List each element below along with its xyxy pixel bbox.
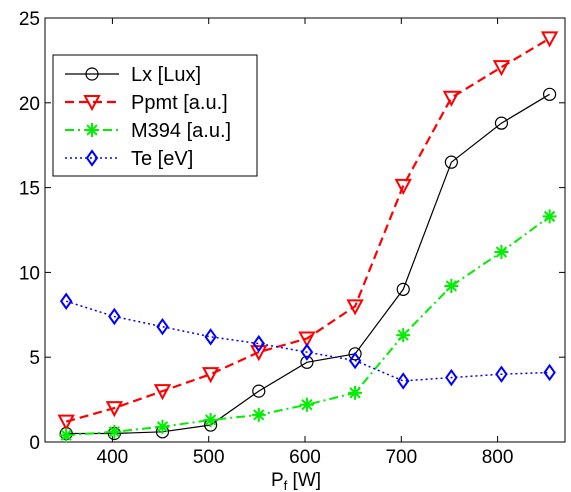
series-2-point-2	[155, 419, 170, 434]
series-2-point-4	[251, 407, 266, 422]
series-0-point-10	[542, 87, 557, 101]
series-3-point-2	[156, 317, 169, 336]
series-0-point-4	[252, 384, 266, 398]
series-2-point-7	[396, 328, 411, 343]
series-2-point-3	[203, 412, 218, 427]
x-tick-label-3: 700	[385, 447, 417, 468]
series-2-point-6	[348, 385, 363, 400]
x-tick-label-4: 800	[482, 447, 514, 468]
y-tick-label-4: 20	[19, 94, 40, 115]
series-1-point-10	[540, 31, 559, 48]
legend-label-1: Ppmt [a.u.]	[131, 92, 228, 114]
x-axis-label-unit: [W]	[287, 470, 321, 491]
x-axis-label-subscript: f	[284, 478, 288, 492]
series-1-point-9	[492, 60, 511, 77]
series-3-point-7	[396, 372, 410, 390]
series-1-point-5	[298, 331, 316, 348]
y-tick-label-1: 5	[29, 348, 40, 369]
legend-label-2: M394 [a.u.]	[131, 120, 231, 142]
legend-marker-2	[85, 123, 99, 137]
series-3-point-1	[108, 307, 121, 326]
legend-marker-3	[85, 149, 99, 167]
series-3-point-10	[543, 363, 556, 382]
series-3-point-9	[495, 365, 508, 383]
series-0-point-9	[494, 116, 509, 130]
series-markers	[57, 31, 559, 443]
axis-ticks: 400 500 600 700 800 0 5 10 15 20 25	[19, 9, 565, 468]
series-2-point-5	[299, 397, 314, 412]
series-line-3	[65, 300, 550, 382]
y-tick-label-2: 10	[19, 263, 40, 284]
series-1-point-1	[105, 401, 124, 418]
series-1-point-7	[394, 178, 412, 196]
series-1-point-2	[153, 384, 172, 401]
series-1-point-0	[57, 414, 75, 431]
series-0-point-8	[444, 155, 458, 169]
legend: Lx [Lux] Ppmt [a.u.] M394 [a.u.] Te [eV]	[52, 54, 258, 177]
series-0-point-6	[348, 347, 362, 361]
legend-marker-0	[85, 67, 99, 81]
series-3-point-5	[300, 343, 314, 361]
series-3-point-4	[252, 334, 266, 353]
legend-marker-1	[83, 95, 101, 112]
series-1-point-4	[250, 345, 268, 362]
series-line-0	[66, 93, 550, 435]
series-2-point-0	[59, 428, 74, 443]
x-tick-label-0: 400	[97, 447, 129, 468]
x-tick-label-2: 600	[289, 447, 321, 468]
legend-label-0: Lx [Lux]	[131, 64, 201, 86]
x-axis-label-main: P	[271, 470, 284, 491]
series-0-point-5	[300, 355, 314, 369]
series-line-1	[65, 37, 551, 423]
y-tick-label-0: 0	[29, 433, 40, 454]
series-2-point-9	[494, 245, 509, 260]
y-tick-label-5: 25	[19, 9, 40, 30]
legend-label-3: Te [eV]	[131, 148, 193, 170]
series-1-point-8	[442, 90, 461, 107]
series-3-point-6	[348, 351, 362, 370]
series-2-point-1	[107, 424, 122, 439]
series-0-point-7	[396, 282, 410, 296]
series-2-point-10	[542, 209, 557, 224]
x-axis-label: Pf [W]	[271, 470, 321, 492]
legend-box	[52, 54, 258, 177]
series-1-point-6	[346, 299, 364, 316]
x-tick-label-1: 500	[193, 447, 225, 468]
y-tick-label-3: 15	[19, 179, 40, 200]
series-2-point-8	[444, 278, 459, 293]
series-3-point-8	[445, 368, 458, 387]
series-1-point-3	[201, 367, 220, 384]
series-3-point-3	[204, 328, 217, 346]
series-3-point-0	[59, 292, 73, 310]
